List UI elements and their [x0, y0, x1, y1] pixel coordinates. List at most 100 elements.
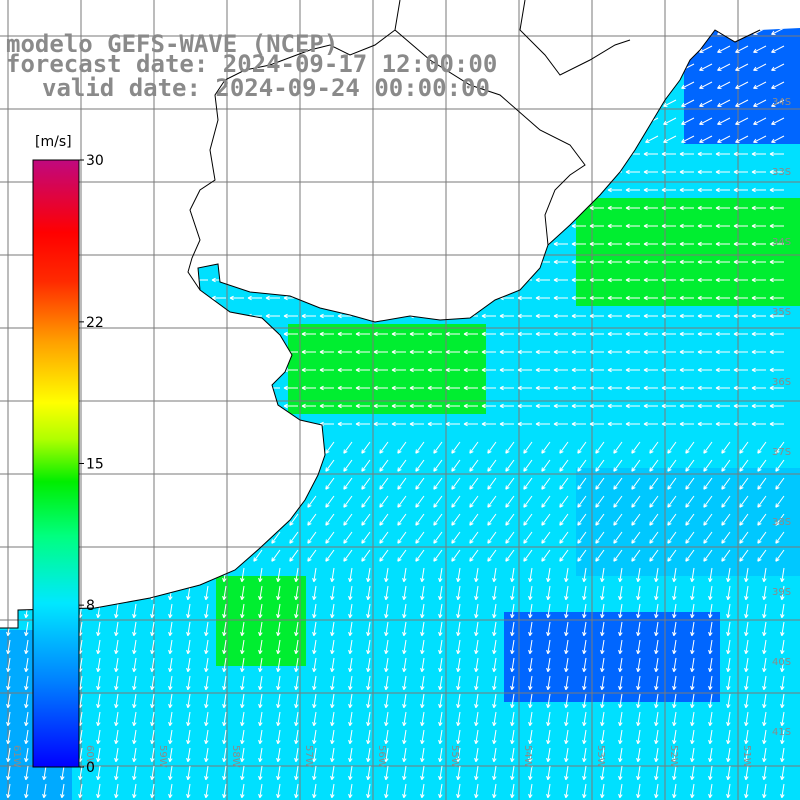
wind-arrow: [751, 349, 766, 355]
wind-cell: [450, 414, 468, 432]
wind-cell: [630, 360, 648, 378]
wind-cell: [702, 144, 720, 162]
wind-arrow: [643, 241, 658, 247]
wind-arrow: [487, 441, 497, 454]
wind-cell: [234, 702, 252, 720]
wind-arrow: [535, 349, 550, 355]
wind-cell: [378, 522, 396, 540]
wind-arrow: [613, 459, 623, 472]
latitude-label: 37S: [772, 447, 791, 458]
wind-cell: [792, 612, 800, 630]
wind-arrow: [445, 403, 460, 409]
wind-cell: [648, 468, 666, 486]
wind-arrow: [771, 45, 785, 53]
wind-cell: [612, 522, 630, 540]
wind-cell: [378, 432, 396, 450]
wind-cell: [468, 756, 486, 774]
wind-cell: [288, 378, 306, 396]
wind-cell: [486, 558, 504, 576]
wind-arrow: [301, 331, 316, 337]
wind-cell: [720, 54, 738, 72]
wind-arrow: [699, 63, 713, 71]
longitude-label: 58W: [230, 745, 241, 768]
wind-cell: [252, 630, 270, 648]
wind-arrow: [325, 459, 335, 472]
wind-cell: [738, 360, 756, 378]
wind-cell: [738, 702, 756, 720]
wind-cell: [774, 306, 792, 324]
wind-cell: [234, 648, 252, 666]
wind-cell: [738, 270, 756, 288]
wind-arrow: [769, 385, 784, 391]
wind-cell: [198, 270, 216, 288]
wind-arrow: [735, 99, 749, 107]
wind-cell: [576, 252, 594, 270]
wind-cell: [756, 72, 774, 90]
wind-cell: [576, 738, 594, 756]
wind-cell: [468, 522, 486, 540]
wind-cell: [324, 594, 342, 612]
wind-arrow: [699, 45, 713, 53]
wind-cell: [540, 774, 558, 792]
wind-cell: [504, 774, 522, 792]
wind-cell: [414, 558, 432, 576]
wind-cell: [558, 738, 576, 756]
wind-cell: [792, 504, 800, 522]
wind-cell: [270, 594, 288, 612]
wind-arrow: [487, 459, 497, 472]
wind-cell: [792, 396, 800, 414]
wind-arrow: [535, 313, 550, 319]
wind-arrow: [703, 477, 713, 490]
wind-cell: [702, 270, 720, 288]
wind-arrow: [463, 403, 478, 409]
wind-cell: [504, 702, 522, 720]
wind-arrow: [469, 477, 479, 490]
wind-cell: [108, 612, 126, 630]
wind-cell: [180, 594, 198, 612]
wind-cell: [468, 468, 486, 486]
wind-cell: [414, 612, 432, 630]
wind-cell: [450, 432, 468, 450]
wind-cell: [414, 630, 432, 648]
wind-arrow: [697, 151, 712, 157]
wind-cell: [648, 144, 666, 162]
wind-arrow: [679, 295, 694, 301]
wind-cell: [18, 648, 36, 666]
wind-arrow: [535, 367, 550, 373]
wind-cell: [738, 576, 756, 594]
wind-arrow: [553, 277, 568, 283]
wind-cell: [450, 666, 468, 684]
wind-arrow: [391, 403, 406, 409]
wind-cell: [720, 612, 738, 630]
wind-cell: [162, 630, 180, 648]
wind-arrow: [697, 331, 712, 337]
wind-arrow: [499, 313, 514, 319]
wind-cell: [216, 576, 234, 594]
wind-arrow: [427, 367, 442, 373]
wind-cell: [612, 234, 630, 252]
wind-cell: [594, 252, 612, 270]
wind-arrow: [661, 151, 676, 157]
wind-cell: [684, 612, 702, 630]
wind-cell: [648, 486, 666, 504]
wind-cell: [306, 504, 324, 522]
longitude-label: 54W: [522, 745, 533, 768]
wind-cell: [774, 540, 792, 558]
wind-cell: [324, 666, 342, 684]
wind-cell: [630, 270, 648, 288]
wind-arrow: [661, 187, 676, 193]
wind-cell: [720, 198, 738, 216]
wind-cell: [144, 630, 162, 648]
wind-arrow: [283, 313, 298, 319]
wind-cell: [702, 162, 720, 180]
wind-cell: [540, 270, 558, 288]
wind-cell: [450, 594, 468, 612]
wind-cell: [198, 774, 216, 792]
wind-cell: [558, 756, 576, 774]
wind-arrow: [265, 295, 280, 301]
wind-cell: [0, 774, 18, 792]
wind-arrow: [733, 331, 748, 337]
wind-cell: [612, 666, 630, 684]
wind-arrow: [663, 135, 677, 143]
wind-cell: [702, 198, 720, 216]
